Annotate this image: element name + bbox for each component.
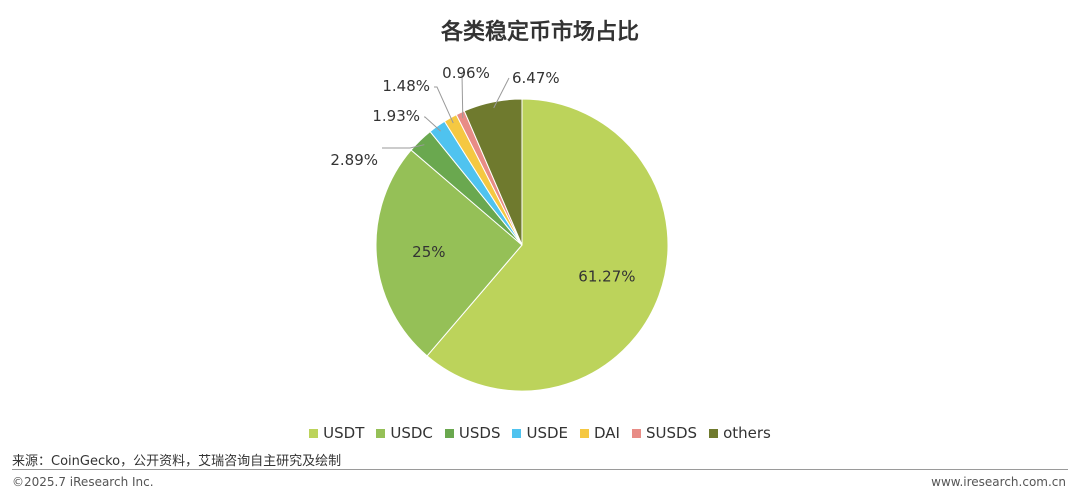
source-note: 来源：CoinGecko，公开资料，艾瑞咨询自主研究及绘制	[12, 454, 342, 469]
legend-item-usds: USDS	[444, 424, 501, 442]
legend-item-others: others	[709, 424, 771, 442]
legend-swatch	[512, 428, 522, 438]
pie-slice-others	[463, 98, 523, 246]
legend-swatch	[376, 428, 386, 438]
legend-item-susds: SUSDS	[631, 424, 698, 442]
slice-label-usdc: 25%	[412, 243, 445, 261]
slice-label-usds: 2.89%	[330, 151, 378, 169]
leader-line-others	[493, 77, 510, 109]
legend-swatch	[709, 428, 719, 438]
chart-legend: USDT USDC USDS USDE DAI SUSDS others	[0, 424, 1080, 442]
leader-line-usde	[424, 116, 441, 132]
legend-swatch	[309, 428, 319, 438]
legend-label: USDS	[458, 424, 501, 442]
legend-label: others	[723, 424, 771, 442]
legend-item-usdt: USDT	[309, 424, 364, 442]
slice-label-dai: 1.48%	[382, 77, 430, 95]
pie-chart: 61.27% 25% 2.89% 1.93% 1.48% 0.96% 6.47%	[330, 64, 669, 392]
leader-line-susds	[461, 73, 464, 119]
legend-item-usdc: USDC	[376, 424, 433, 442]
legend-item-usde: USDE	[512, 424, 568, 442]
legend-swatch	[444, 428, 454, 438]
website-text: www.iresearch.com.cn	[931, 475, 1066, 489]
slice-label-usdt: 61.27%	[578, 267, 635, 285]
chart-title: 各类稳定币市场占比	[440, 20, 639, 45]
legend-swatch	[631, 428, 641, 438]
leader-line-dai	[434, 86, 454, 124]
legend-label: SUSDS	[645, 424, 698, 442]
legend-label: USDC	[390, 424, 433, 442]
slice-label-others: 6.47%	[512, 69, 560, 87]
leader-line-usds	[382, 144, 425, 149]
legend-label: DAI	[594, 424, 620, 442]
copyright-text: ©2025.7 iResearch Inc.	[12, 475, 154, 489]
footer-divider	[12, 469, 1068, 470]
slice-label-usde: 1.93%	[372, 107, 420, 125]
slice-label-susds: 0.96%	[442, 64, 490, 82]
legend-label: USDT	[323, 424, 365, 442]
pie-slice-usdc	[375, 149, 523, 357]
legend-item-dai: DAI	[580, 424, 620, 442]
legend-swatch	[580, 428, 589, 438]
legend-label: USDE	[526, 424, 568, 442]
pie-slice-usdt	[426, 98, 669, 392]
